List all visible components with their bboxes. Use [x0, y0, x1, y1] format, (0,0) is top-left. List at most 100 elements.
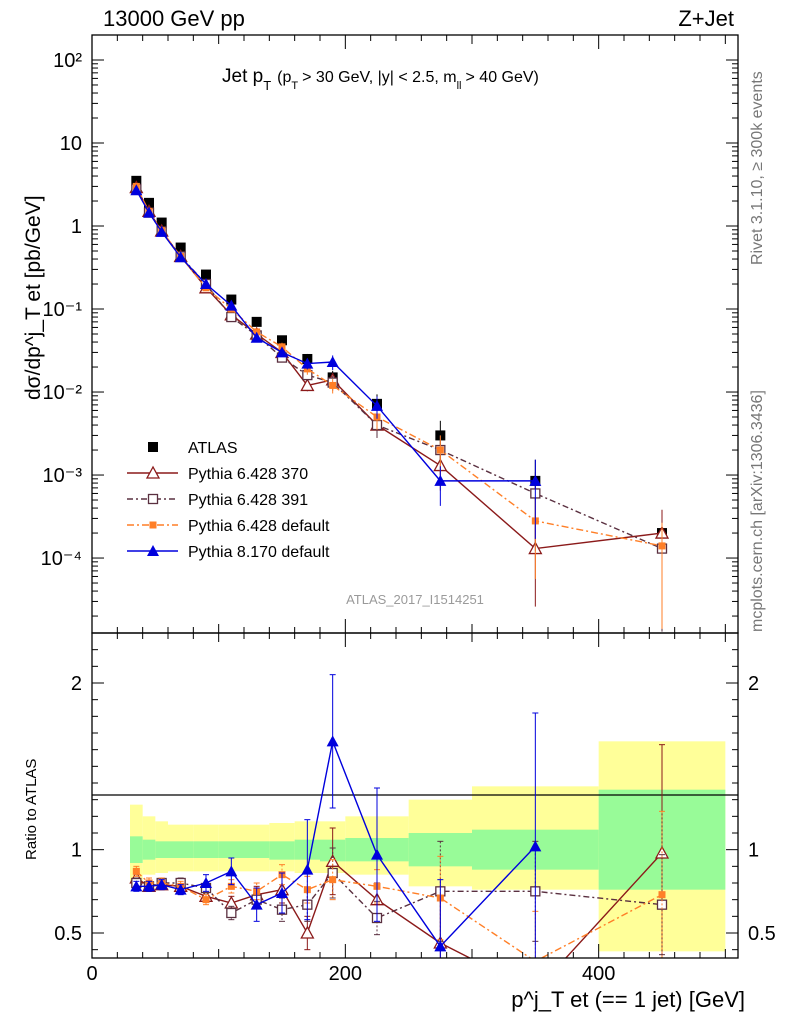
- analysis-watermark: ATLAS_2017_I1514251: [346, 592, 484, 607]
- main-point-atlas: [277, 335, 287, 346]
- ratio-band-inner: [168, 841, 194, 858]
- ratio-band-inner: [130, 836, 143, 863]
- main-point-pythia-6-428-391: [226, 311, 237, 323]
- main-point-pythia-6-428-370: [300, 378, 315, 392]
- main-series-pythia-6-428-default: [132, 182, 666, 629]
- rivet-info-label: Rivet 3.1.10, ≥ 300k events: [749, 71, 766, 265]
- legend-entry-pythia-6-428-370: Pythia 6.428 370: [127, 465, 308, 483]
- main-point-pythia-8-170-default: [143, 206, 155, 218]
- main-data-layer: [129, 175, 670, 632]
- ratio-axes: 0 200 400 0.5 0.5 1 1 2 2: [54, 633, 776, 985]
- legend-marker: [145, 465, 161, 479]
- ratio-point-pythia-8-170-default: [276, 887, 288, 898]
- legend-label: Pythia 6.428 default: [188, 518, 330, 535]
- main-point-atlas: [251, 316, 262, 327]
- ratio-point-pythia-8-170-default: [155, 878, 168, 890]
- legend-entry-pythia-8-170-default: Pythia 8.170 default: [127, 544, 330, 561]
- main-point-pythia-8-170-default: [130, 184, 143, 196]
- ratio-point-pythia-8-170-default: [143, 880, 155, 892]
- main-point-atlas: [144, 197, 154, 208]
- main-point-pythia-8-170-default: [326, 355, 339, 367]
- ratio-series-group: [129, 674, 670, 958]
- legend-entry-pythia-6-428-default: Pythia 6.428 default: [127, 518, 330, 535]
- main-point-pythia-8-170-default: [155, 225, 168, 237]
- main-y-tick-label: 10²: [53, 50, 82, 72]
- ratio-point-pythia-6-428-default: [658, 891, 666, 899]
- ratio-data-layer: [129, 674, 670, 958]
- main-point-pythia-6-428-default: [329, 381, 337, 389]
- main-point-pythia-8-170-default: [371, 399, 383, 411]
- ratio-y-tick-label: 2: [71, 673, 82, 695]
- main-series-pythia-8-170-default: [130, 184, 542, 539]
- ratio-y-tick-label: 0.5: [54, 923, 82, 945]
- ratio-x-tick-label: 200: [329, 963, 362, 985]
- main-y-tick-label: 10⁻⁴: [41, 548, 82, 570]
- ratio-band-inner: [244, 841, 270, 858]
- ratio-point-pythia-8-170-default: [174, 883, 187, 895]
- main-point-atlas: [156, 217, 167, 228]
- main-y-tick-label: 10⁻³: [43, 465, 83, 487]
- main-point-pythia-8-170-default: [434, 474, 447, 486]
- legend-marker: [147, 493, 159, 505]
- ratio-point-pythia-8-170-default: [371, 848, 383, 860]
- main-point-pythia-8-170-default: [174, 251, 187, 263]
- ratio-point-pythia-6-428-default: [227, 882, 235, 890]
- ratio-x-tick-label: 0: [86, 963, 97, 985]
- main-point-pythia-8-170-default: [301, 357, 314, 369]
- header-right-label: Z+Jet: [678, 6, 734, 31]
- legend-label: ATLAS: [188, 440, 238, 457]
- legend-label: Pythia 6.428 391: [188, 492, 308, 509]
- main-y-tick-label: 1: [71, 216, 82, 238]
- main-point-pythia-8-170-default: [276, 346, 288, 358]
- ratio-point-pythia-8-170-default: [200, 877, 212, 888]
- ratio-uncertainty-bands: [130, 741, 726, 952]
- header-left-label: 13000 GeV pp: [103, 6, 245, 31]
- ratio-band-inner: [269, 841, 295, 860]
- ratio-y-axis-label: Ratio to ATLAS: [23, 759, 40, 860]
- main-line-pythia-8-170-default: [135, 189, 536, 482]
- ratio-point-pythia-8-170-default: [529, 840, 542, 852]
- main-y-axis-label: dσ/dp^j_T et [pb/GeV]: [22, 195, 45, 400]
- main-series-pythia-6-428-391: [131, 183, 668, 632]
- ratio-point-pythia-6-428-default: [531, 957, 539, 958]
- ratio-y-tick-label-right: 0.5: [748, 923, 776, 945]
- main-point-pythia-6-428-default: [658, 542, 666, 550]
- main-point-atlas: [175, 242, 186, 253]
- main-point-pythia-8-170-default: [250, 331, 263, 343]
- main-point-pythia-8-170-default: [529, 474, 542, 486]
- legend: ATLAS Pythia 6.428 370 Pythia 6.428 391 Pyt…: [127, 440, 330, 561]
- main-point-atlas: [201, 269, 211, 280]
- x-axis-label: p^j_T et (== 1 jet) [GeV]: [511, 987, 745, 1012]
- main-y-tick-label: 10: [60, 133, 82, 155]
- ratio-panel: 0 200 400 0.5 0.5 1 1 2 2 Ratio to ATLAS p^j_T e…: [23, 632, 776, 1012]
- ratio-band-inner: [218, 841, 244, 858]
- main-plot-title: Jet pT (pT > 30 GeV, |y| < 2.5, mll > 40 Ge…: [222, 66, 539, 93]
- ratio-point-pythia-6-428-391: [226, 907, 237, 919]
- main-axes: 10⁻⁴ 10⁻³ 10⁻² 10⁻¹ 1 10 10²: [41, 34, 738, 633]
- main-point-atlas: [226, 294, 237, 305]
- ratio-point-pythia-8-170-default: [434, 940, 447, 952]
- legend-marker: [148, 442, 158, 452]
- legend-marker: [147, 545, 159, 556]
- ratio-y-tick-label: 1: [71, 840, 82, 862]
- main-panel: 10⁻⁴ 10⁻³ 10⁻² 10⁻¹ 1 10 10² Jet pT (pT > 30 GeV…: [22, 34, 739, 634]
- ratio-point-pythia-8-170-default: [301, 863, 314, 875]
- ratio-point-pythia-6-428-default: [329, 876, 337, 884]
- main-y-tick-label: 10⁻¹: [43, 299, 83, 321]
- legend-entry-atlas: ATLAS: [148, 440, 238, 457]
- ratio-y-tick-label-right: 1: [748, 840, 759, 862]
- ratio-band-inner: [193, 841, 219, 858]
- ratio-panel-frame: [91, 632, 739, 959]
- main-y-tick-label: 10⁻²: [43, 382, 83, 404]
- mcplots-info-label: mcplots.cern.ch [arXiv:1306.3436]: [749, 390, 766, 632]
- ratio-band-inner: [155, 841, 168, 858]
- ratio-point-pythia-6-428-default: [202, 896, 210, 904]
- ratio-point-pythia-6-428-default: [132, 867, 140, 875]
- main-point-pythia-8-170-default: [200, 278, 212, 290]
- legend-entry-pythia-6-428-391: Pythia 6.428 391: [127, 492, 308, 509]
- ratio-series-pythia-8-170-default: [130, 674, 542, 958]
- main-point-pythia-6-428-default: [436, 446, 444, 454]
- ratio-point-pythia-8-170-default: [225, 865, 238, 877]
- ratio-point-pythia-8-170-default: [250, 898, 263, 910]
